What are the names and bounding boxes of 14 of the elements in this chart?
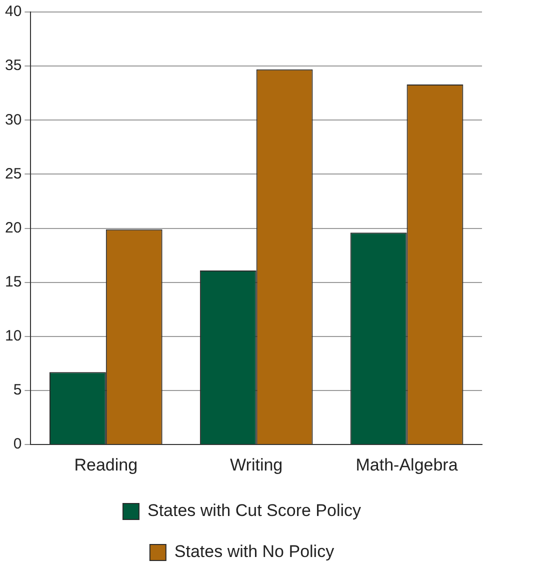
y-tick-label: 25: [4, 165, 22, 182]
x-tick-label: Writing: [230, 455, 283, 474]
y-tick-label: 40: [4, 3, 22, 20]
x-tick-label: Math-Algebra: [356, 455, 458, 474]
y-tick-label: 10: [4, 328, 22, 345]
legend-label: States with Cut Score Policy: [147, 501, 362, 520]
y-tick-label: 15: [4, 274, 22, 291]
y-tick-label: 30: [4, 111, 22, 128]
y-tick-label: 35: [4, 57, 22, 74]
legend-label: States with No Policy: [174, 542, 335, 562]
y-tick-label: 0: [13, 436, 22, 453]
y-tick-label: 5: [13, 382, 22, 399]
y-tick-label: 20: [4, 219, 22, 236]
x-tick-label: Reading: [74, 455, 138, 474]
